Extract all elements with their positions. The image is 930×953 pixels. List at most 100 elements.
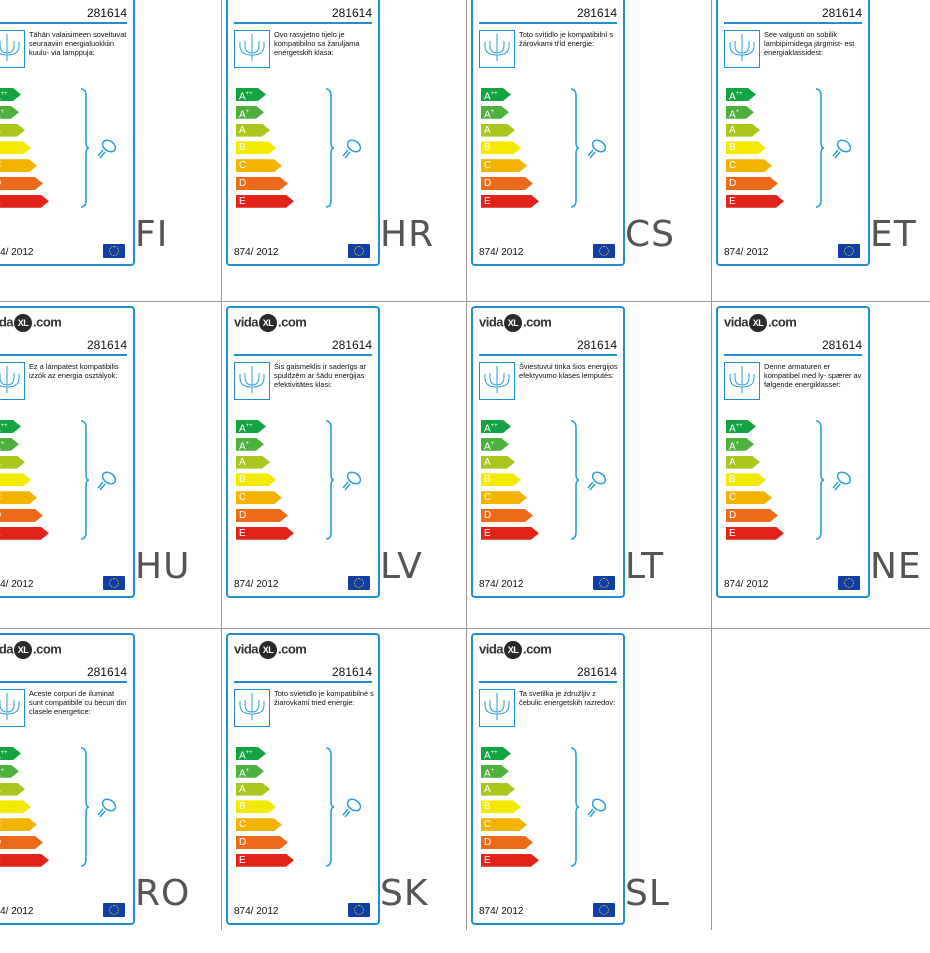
grid-divider-vertical xyxy=(221,0,222,930)
energy-label-cell: vida XL .com 281614 Denne armaturen er kompa… xyxy=(712,300,930,626)
lightbulb-icon xyxy=(585,795,609,819)
energy-class-bar: A++ xyxy=(236,420,266,433)
brand-logo-text: .com xyxy=(278,641,307,657)
regulation-number: 874/ 2012 xyxy=(479,579,524,590)
energy-class-bar: B xyxy=(0,800,31,813)
compatibility-text: Aceste corpuri de iluminat sunt compatib… xyxy=(29,689,127,716)
product-number: 281614 xyxy=(576,665,617,679)
bracket-icon xyxy=(815,420,825,540)
energy-class-bar: A+ xyxy=(726,438,754,451)
regulation-number: 874/ 2012 xyxy=(479,247,524,258)
energy-class-bar: B xyxy=(481,141,521,154)
bracket-icon xyxy=(570,747,580,867)
eu-flag-icon xyxy=(103,576,125,590)
header-rule xyxy=(724,354,862,356)
energy-label-card: vida XL .com 281614 Šis gaismeklis ir saderī… xyxy=(226,306,380,598)
energy-class-bar: A xyxy=(481,124,515,137)
lightbulb-icon xyxy=(585,468,609,492)
brand-logo-mark: XL xyxy=(504,314,523,332)
product-number: 281614 xyxy=(576,6,617,20)
energy-class-bar: B xyxy=(726,473,766,486)
brand-logo-mark: XL xyxy=(14,641,33,659)
chandelier-icon xyxy=(0,362,25,400)
regulation-number: 874/ 2012 xyxy=(479,906,524,917)
header-rule xyxy=(234,681,372,683)
energy-class-bar: C xyxy=(236,159,282,172)
compatibility-text: See valgusti on sobilik lambipirnidega j… xyxy=(764,30,855,57)
regulation-number: 874/ 2012 xyxy=(0,579,34,590)
energy-label-cell: vida XL .com 281614 Šviestuvui tinka šios en… xyxy=(467,300,712,626)
regulation-number: 874/ 2012 xyxy=(0,247,34,258)
energy-label-cell: vida XL .com 281614 Toto svietidlo je kompat… xyxy=(222,627,467,953)
header-rule xyxy=(479,681,617,683)
energy-class-bar: A+ xyxy=(236,438,264,451)
energy-class-bar: A++ xyxy=(481,88,511,101)
chandelier-icon xyxy=(234,362,270,400)
lightbulb-icon xyxy=(95,795,119,819)
brand-logo-text: vida xyxy=(479,314,504,330)
energy-class-bar: A++ xyxy=(481,747,511,760)
regulation-number: 874/ 2012 xyxy=(234,247,279,258)
compatibility-text: Denne armaturen er kompatibel med ly- sp… xyxy=(764,362,862,389)
energy-class-bar: B xyxy=(726,141,766,154)
energy-class-bar: E xyxy=(0,854,49,867)
energy-class-bar: C xyxy=(236,491,282,504)
brand-logo-mark: XL xyxy=(259,641,278,659)
energy-class-bar: E xyxy=(726,195,784,208)
lightbulb-icon xyxy=(585,136,609,160)
energy-class-bar: A+ xyxy=(481,438,509,451)
energy-class-bar: A+ xyxy=(236,106,264,119)
energy-class-bar: A++ xyxy=(236,747,266,760)
energy-class-bar: A++ xyxy=(236,88,266,101)
energy-class-bar: D xyxy=(726,177,778,190)
bracket-icon xyxy=(80,747,90,867)
energy-label-card: vida XL .com 281614 Denne armaturen er kompa… xyxy=(716,306,870,598)
bracket-icon xyxy=(325,420,335,540)
bracket-icon xyxy=(570,420,580,540)
energy-class-bar: D xyxy=(236,509,288,522)
header-rule xyxy=(0,354,127,356)
eu-flag-icon xyxy=(838,244,860,258)
language-code: NE xyxy=(870,546,922,587)
chandelier-icon xyxy=(234,689,270,727)
energy-class-bar: B xyxy=(0,141,31,154)
product-number: 281614 xyxy=(331,6,372,20)
bracket-icon xyxy=(815,88,825,208)
energy-class-bar: D xyxy=(726,509,778,522)
regulation-number: 874/ 2012 xyxy=(724,247,769,258)
compatibility-text: Toto svítidlo je kompatibilní s žárovkam… xyxy=(519,30,614,48)
energy-class-bar: B xyxy=(481,473,521,486)
energy-class-bar: E xyxy=(0,527,49,540)
energy-class-bar: A xyxy=(0,124,25,137)
eu-flag-icon xyxy=(593,244,615,258)
energy-class-bar: D xyxy=(481,509,533,522)
product-number: 281614 xyxy=(331,665,372,679)
header-rule xyxy=(0,681,127,683)
compatibility-text: Ovo rasvjetno tijelo je kompatibilno sa … xyxy=(274,30,360,57)
product-number: 281614 xyxy=(576,338,617,352)
chandelier-icon xyxy=(724,362,760,400)
eu-flag-icon xyxy=(838,576,860,590)
energy-label-cell: vida XL .com 281614 Ta svetilka je združljiv… xyxy=(467,627,712,953)
energy-class-bar: A++ xyxy=(0,420,21,433)
energy-class-bar: A+ xyxy=(481,765,509,778)
